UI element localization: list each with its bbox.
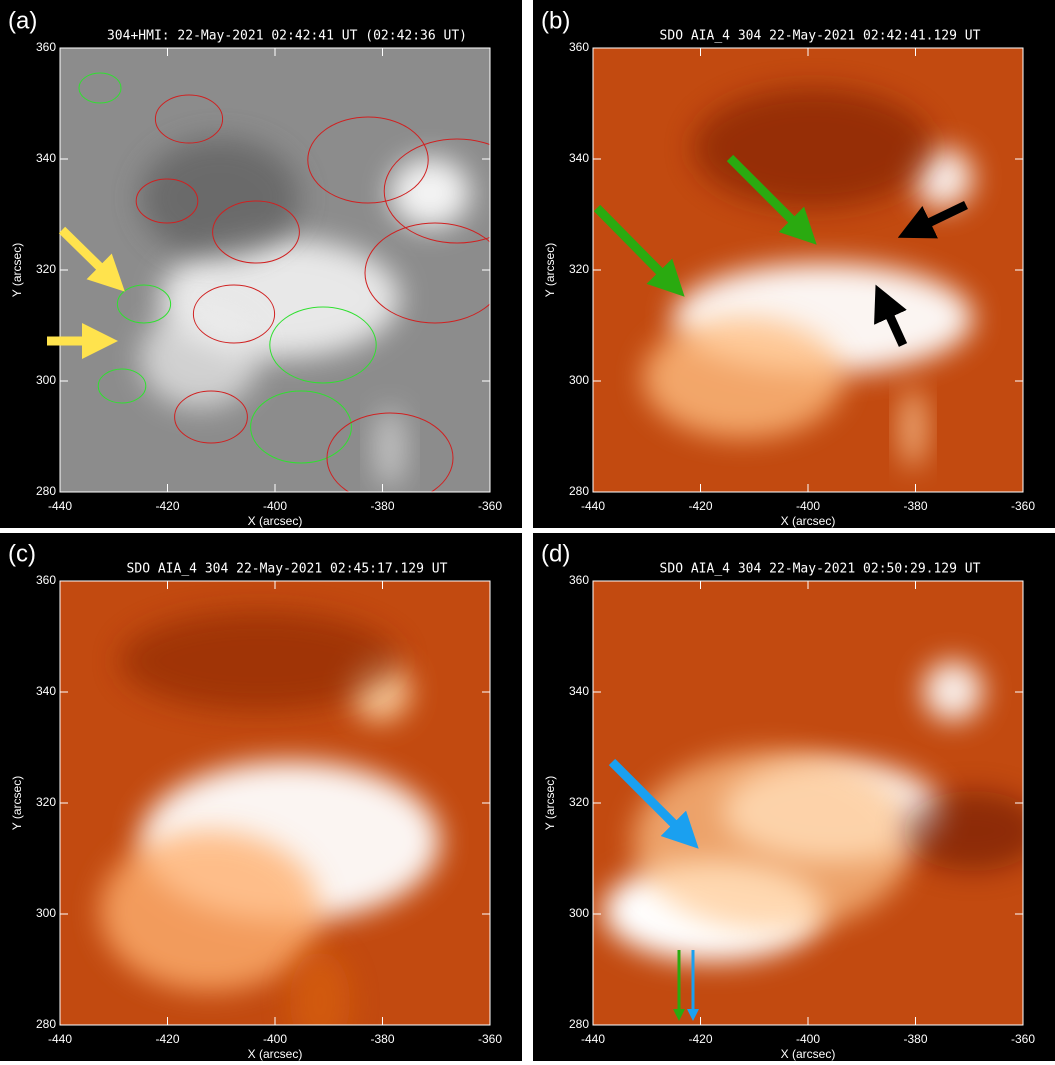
x-tick-label: -380 xyxy=(370,1032,394,1046)
image-feature xyxy=(901,388,925,468)
y-tick-label: 300 xyxy=(569,373,589,387)
y-tick-label: 320 xyxy=(569,795,589,809)
y-axis-label: Y (arcsec) xyxy=(10,243,24,297)
x-tick-label: -400 xyxy=(796,499,820,513)
panel-label: (c) xyxy=(8,540,36,567)
x-tick-label: -440 xyxy=(581,499,605,513)
panel-label: (a) xyxy=(8,7,37,34)
y-tick-label: 340 xyxy=(36,151,56,165)
image-feature xyxy=(140,308,260,408)
image-feature xyxy=(633,751,913,931)
image-feature xyxy=(100,831,320,991)
x-tick-label: -360 xyxy=(478,499,502,513)
x-tick-label: -440 xyxy=(48,1032,72,1046)
x-axis-label: X (arcsec) xyxy=(248,1047,303,1061)
x-axis-label: X (arcsec) xyxy=(781,1047,836,1061)
image-feature xyxy=(375,408,405,488)
panel-title: SDO AIA_4 304 22-May-2021 02:50:29.129 U… xyxy=(660,562,981,577)
image-feature xyxy=(140,138,300,258)
x-tick-label: -440 xyxy=(581,1032,605,1046)
image-feature xyxy=(643,318,843,438)
x-tick-label: -420 xyxy=(688,1032,712,1046)
x-tick-label: -360 xyxy=(1011,499,1035,513)
y-tick-label: 360 xyxy=(569,40,589,54)
panel-title: SDO AIA_4 304 22-May-2021 02:45:17.129 U… xyxy=(127,562,448,577)
x-tick-label: -420 xyxy=(688,499,712,513)
y-tick-label: 280 xyxy=(569,484,589,498)
image-feature xyxy=(120,611,400,711)
y-tick-label: 360 xyxy=(569,573,589,587)
panel: -440 -420 -400 -380 -360 280 300 320 340 360 X (ar… xyxy=(0,0,530,528)
solar-image xyxy=(593,581,1043,1025)
y-tick-label: 300 xyxy=(569,906,589,920)
x-tick-label: -440 xyxy=(48,499,72,513)
x-tick-label: -360 xyxy=(1011,1032,1035,1046)
panel-title: SDO AIA_4 304 22-May-2021 02:42:41.129 U… xyxy=(660,29,981,44)
panel: -440 -420 -400 -380 -360 280 300 320 340 360 X (ar… xyxy=(533,533,1055,1061)
solar-image xyxy=(60,48,530,503)
y-tick-label: 280 xyxy=(36,1017,56,1031)
y-tick-label: 340 xyxy=(569,684,589,698)
x-tick-label: -400 xyxy=(796,1032,820,1046)
y-tick-label: 340 xyxy=(569,151,589,165)
y-tick-label: 320 xyxy=(569,262,589,276)
image-feature xyxy=(693,88,933,208)
y-axis-label: Y (arcsec) xyxy=(10,776,24,830)
y-tick-label: 360 xyxy=(36,40,56,54)
panel: -440 -420 -400 -380 -360 280 300 320 340 360 X (ar… xyxy=(0,533,522,1061)
y-tick-label: 280 xyxy=(569,1017,589,1031)
panel-label: (d) xyxy=(541,540,570,567)
y-tick-label: 320 xyxy=(36,795,56,809)
panel-label: (b) xyxy=(541,7,570,34)
x-tick-label: -380 xyxy=(903,499,927,513)
page: -440 -420 -400 -380 -360 280 300 320 340 360 X (ar… xyxy=(0,0,1055,1065)
x-tick-label: -400 xyxy=(263,1032,287,1046)
y-axis-label: Y (arcsec) xyxy=(543,776,557,830)
x-tick-label: -360 xyxy=(478,1032,502,1046)
x-tick-label: -420 xyxy=(155,1032,179,1046)
y-tick-label: 360 xyxy=(36,573,56,587)
y-tick-label: 340 xyxy=(36,684,56,698)
y-tick-label: 300 xyxy=(36,906,56,920)
x-axis-label: X (arcsec) xyxy=(781,514,836,528)
x-tick-label: -400 xyxy=(263,499,287,513)
figure: -440 -420 -400 -380 -360 280 300 320 340 360 X (ar… xyxy=(0,0,1055,1061)
x-tick-label: -380 xyxy=(370,499,394,513)
y-tick-label: 280 xyxy=(36,484,56,498)
x-axis-label: X (arcsec) xyxy=(248,514,303,528)
image-feature xyxy=(390,158,470,228)
x-tick-label: -420 xyxy=(155,499,179,513)
y-axis-label: Y (arcsec) xyxy=(543,243,557,297)
panel-title: 304+HMI: 22-May-2021 02:42:41 UT (02:42:… xyxy=(107,29,467,44)
y-tick-label: 320 xyxy=(36,262,56,276)
x-tick-label: -380 xyxy=(903,1032,927,1046)
solar-image xyxy=(60,581,490,1051)
image-feature xyxy=(923,661,983,721)
y-tick-label: 300 xyxy=(36,373,56,387)
panel: -440 -420 -400 -380 -360 280 300 320 340 360 X (ar… xyxy=(533,0,1055,528)
